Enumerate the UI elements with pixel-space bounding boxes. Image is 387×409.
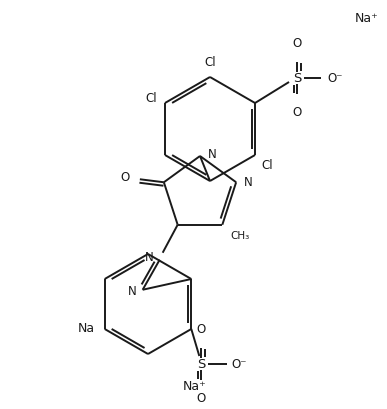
Text: O: O [293, 37, 301, 50]
Text: Na⁺: Na⁺ [355, 13, 379, 25]
Text: Cl: Cl [261, 159, 273, 172]
Text: N: N [145, 251, 154, 264]
Text: N: N [128, 285, 137, 298]
Text: O: O [197, 392, 206, 405]
Text: O⁻: O⁻ [231, 357, 247, 371]
Text: N: N [208, 148, 217, 160]
Text: N: N [244, 176, 253, 189]
Text: O: O [197, 323, 206, 336]
Text: O: O [121, 171, 130, 184]
Text: O: O [293, 106, 301, 119]
Text: Na⁺: Na⁺ [183, 380, 207, 393]
Text: S: S [293, 72, 301, 85]
Text: Cl: Cl [146, 92, 157, 106]
Text: CH₃: CH₃ [230, 231, 250, 241]
Text: S: S [197, 357, 205, 371]
Text: Cl: Cl [204, 56, 216, 69]
Text: O⁻: O⁻ [327, 72, 342, 85]
Text: Na: Na [77, 323, 95, 335]
